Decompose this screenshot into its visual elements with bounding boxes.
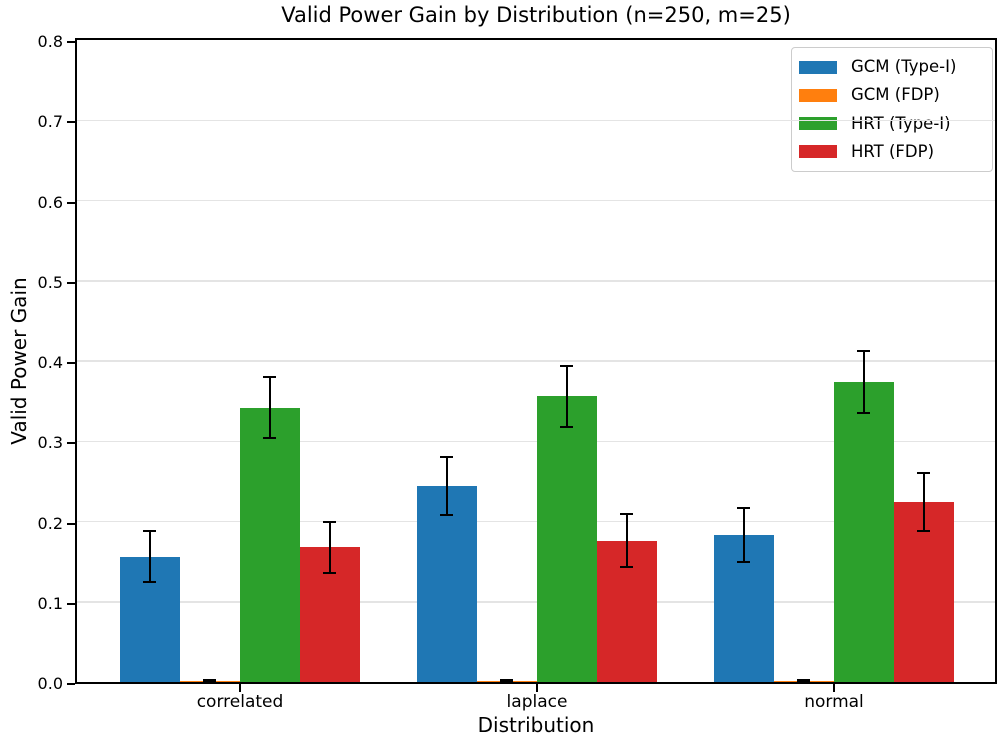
y-tick-0.3 <box>67 442 75 445</box>
y-tick-label-0.6: 0.6 <box>37 192 63 212</box>
y-tick-label-0.4: 0.4 <box>37 353 63 372</box>
y-tick-label-0.1: 0.1 <box>37 593 63 613</box>
x-tick-label-normal: normal <box>804 692 864 712</box>
x-tick-normal <box>833 684 835 692</box>
chart-title: Valid Power Gain by Distribution (n=250,… <box>281 3 791 27</box>
plot-area: GCM (Type-I) GCM (FDP) HRT (Type-I) HRT (FD… <box>75 38 997 684</box>
error-cap-bottom-gcm-type-i-normal <box>737 561 750 564</box>
error-cap-top-gcm-type-i-normal <box>737 506 750 509</box>
error-cap-top-hrt-fdp-laplace <box>620 513 633 516</box>
y-tick-0.6 <box>67 201 75 204</box>
y-tick-0.5 <box>67 281 75 284</box>
x-tick-correlated <box>239 684 241 692</box>
error-bar-hrt-type-i-laplace <box>566 365 568 427</box>
y-tick-0.0 <box>67 683 75 685</box>
legend-item-hrt-type-i: HRT (Type-I) <box>799 114 986 134</box>
legend-item-hrt-fdp: HRT (FDP) <box>799 142 986 162</box>
legend: GCM (Type-I) GCM (FDP) HRT (Type-I) HRT (FD… <box>791 47 993 172</box>
gridline-y-0.1 <box>77 601 995 603</box>
error-cap-top-hrt-fdp-normal <box>917 472 930 475</box>
error-bar-hrt-type-i-normal <box>863 350 865 414</box>
error-cap-bottom-gcm-fdp-laplace <box>500 681 513 683</box>
error-bar-hrt-fdp-normal <box>923 473 925 532</box>
legend-item-gcm-fdp: GCM (FDP) <box>799 85 986 105</box>
legend-item-gcm-type-i: GCM (Type-I) <box>799 57 986 77</box>
bar-hrt-type-i-normal <box>834 381 894 682</box>
error-cap-bottom-hrt-fdp-correlated <box>323 571 336 574</box>
error-cap-bottom-gcm-type-i-correlated <box>143 581 156 584</box>
gridline-y-0.7 <box>77 119 995 121</box>
y-tick-0.4 <box>67 362 75 364</box>
error-bar-gcm-type-i-normal <box>743 507 745 563</box>
y-tick-0.2 <box>67 522 75 525</box>
gridline-y-0.2 <box>77 520 995 523</box>
bar-hrt-type-i-laplace <box>537 396 597 682</box>
gridline-y-0.5 <box>77 280 995 282</box>
gridline-y-0.3 <box>77 440 995 442</box>
error-cap-bottom-hrt-fdp-normal <box>917 530 930 533</box>
error-bar-hrt-type-i-correlated <box>269 377 271 439</box>
error-cap-top-gcm-type-i-laplace <box>440 456 453 459</box>
x-tick-laplace <box>536 684 538 692</box>
x-tick-label-laplace: laplace <box>506 692 568 712</box>
error-bar-hrt-fdp-laplace <box>626 514 628 568</box>
error-cap-top-gcm-fdp-laplace <box>500 679 513 682</box>
legend-label-hrt-type-i: HRT (Type-I) <box>851 113 951 133</box>
bar-gcm-type-i-laplace <box>417 486 477 682</box>
bar-hrt-type-i-correlated <box>240 407 300 682</box>
y-tick-label-0.8: 0.8 <box>37 32 63 51</box>
bar-hrt-fdp-normal <box>894 502 954 682</box>
error-cap-bottom-hrt-fdp-laplace <box>620 566 633 569</box>
y-tick-label-0.3: 0.3 <box>37 433 63 453</box>
error-cap-top-gcm-fdp-normal <box>797 679 810 682</box>
y-tick-label-0.2: 0.2 <box>37 513 63 533</box>
error-cap-bottom-hrt-type-i-correlated <box>263 437 276 440</box>
error-cap-bottom-hrt-type-i-normal <box>857 412 870 415</box>
y-tick-label-0.7: 0.7 <box>37 112 63 132</box>
error-cap-bottom-gcm-fdp-normal <box>797 681 810 683</box>
error-cap-bottom-hrt-type-i-laplace <box>560 425 573 428</box>
y-tick-label-0.0: 0.0 <box>37 674 63 693</box>
y-tick-0.8 <box>67 41 75 43</box>
legend-swatch-hrt-fdp <box>799 145 837 159</box>
gridline-y-0.4 <box>77 360 995 362</box>
error-cap-top-gcm-type-i-correlated <box>143 530 156 533</box>
x-axis-label: Distribution <box>477 713 595 737</box>
legend-swatch-gcm-fdp <box>799 88 837 102</box>
error-cap-top-hrt-type-i-laplace <box>560 364 573 367</box>
legend-swatch-gcm-type-i <box>799 60 837 74</box>
gridline-y-0.6 <box>77 199 995 202</box>
x-tick-label-correlated: correlated <box>196 692 284 712</box>
error-cap-top-hrt-fdp-correlated <box>323 520 336 523</box>
error-bar-gcm-type-i-correlated <box>149 531 151 583</box>
y-tick-0.1 <box>67 602 75 605</box>
y-tick-0.7 <box>67 121 75 124</box>
error-cap-top-hrt-type-i-correlated <box>263 376 276 379</box>
error-bar-gcm-type-i-laplace <box>446 457 448 516</box>
y-tick-label-0.5: 0.5 <box>37 272 63 292</box>
error-cap-bottom-gcm-type-i-laplace <box>440 514 453 517</box>
legend-label-hrt-fdp: HRT (FDP) <box>851 141 935 161</box>
legend-label-gcm-fdp: GCM (FDP) <box>851 85 940 105</box>
error-cap-top-hrt-type-i-normal <box>857 349 870 352</box>
error-cap-top-gcm-fdp-correlated <box>203 679 216 682</box>
error-bar-hrt-fdp-correlated <box>329 521 331 573</box>
legend-label-gcm-type-i: GCM (Type-I) <box>851 57 957 77</box>
error-cap-bottom-gcm-fdp-correlated <box>203 681 216 683</box>
